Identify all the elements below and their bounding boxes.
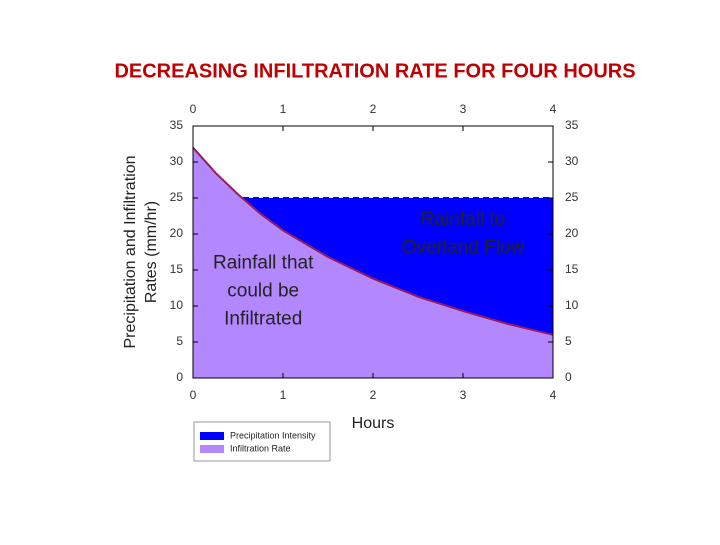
- legend-swatch: [200, 445, 224, 453]
- series-line: [192, 146, 554, 336]
- y-tick-label: 25: [170, 190, 184, 204]
- x2-tick-label: 3: [460, 102, 467, 116]
- y2-tick-label: 25: [565, 190, 579, 204]
- x-tick-label: 4: [550, 388, 557, 402]
- y2-tick-label: 15: [565, 262, 579, 276]
- y-tick-label: 15: [170, 262, 184, 276]
- y-axis-label: Rates (mm/hr): [143, 201, 160, 303]
- x2-tick-label: 0: [190, 102, 197, 116]
- x-axis-label: Hours: [352, 415, 395, 432]
- x2-tick-label: 4: [550, 102, 557, 116]
- legend-label: Precipitation Intensity: [230, 430, 316, 440]
- x-tick-label: 3: [460, 388, 467, 402]
- annotation: Infiltrated: [224, 309, 302, 330]
- y2-tick-label: 20: [565, 226, 579, 240]
- annotation: Rainfall that: [213, 253, 314, 274]
- annotation: could be: [227, 281, 299, 302]
- x2-tick-label: 1: [280, 102, 287, 116]
- legend-box: [193, 421, 331, 462]
- annotation: Overland Flow: [402, 237, 525, 258]
- series-area: [193, 147, 553, 378]
- y2-tick-label: 30: [565, 154, 579, 168]
- y-tick-label: 30: [170, 154, 184, 168]
- annotation: Rainfall to: [421, 209, 506, 230]
- x2-tick-label: 2: [370, 102, 377, 116]
- x-tick-label: 1: [280, 388, 287, 402]
- y-tick-label: 35: [170, 118, 184, 132]
- chart-title: DECREASING INFILTRATION RATE FOR FOUR HO…: [114, 60, 635, 82]
- y-axis-label: Precipitation and Infiltration: [122, 156, 139, 349]
- y-tick-label: 5: [176, 334, 183, 348]
- y-tick-label: 0: [176, 370, 183, 384]
- y2-tick-label: 5: [565, 334, 572, 348]
- y2-tick-label: 35: [565, 118, 579, 132]
- y2-tick-label: 10: [565, 298, 579, 312]
- legend-swatch: [200, 432, 224, 440]
- x-tick-label: 0: [190, 388, 197, 402]
- y-tick-label: 20: [170, 226, 184, 240]
- y2-tick-label: 0: [565, 370, 572, 384]
- y-tick-label: 10: [170, 298, 184, 312]
- legend-label: Infiltration Rate: [230, 443, 291, 453]
- x-tick-label: 2: [370, 388, 377, 402]
